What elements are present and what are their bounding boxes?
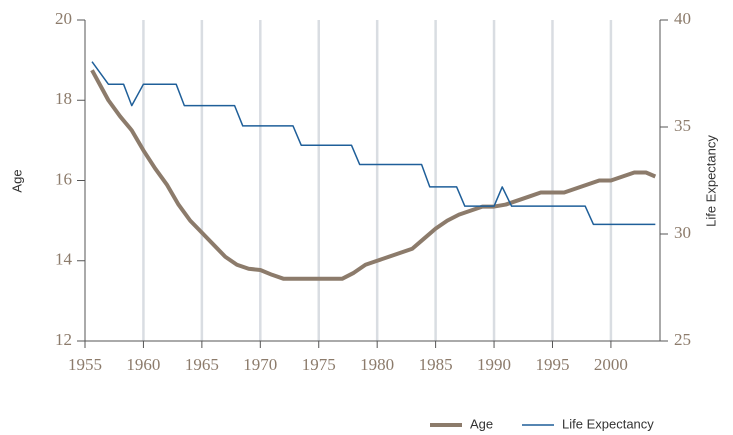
legend-label: Life Expectancy: [562, 416, 654, 431]
y2-tick-label: 35: [674, 116, 691, 135]
y-tick-label: 16: [55, 169, 72, 188]
y2-tick-label: 30: [674, 223, 691, 242]
x-tick-label: 1995: [535, 355, 569, 374]
y-axis-label: Age: [9, 169, 24, 192]
x-tick-label: 1965: [185, 355, 219, 374]
y-tick-label: 12: [55, 330, 72, 349]
x-tick-label: 1975: [302, 355, 336, 374]
y-tick-label: 20: [55, 9, 72, 28]
y2-axis-label: Life Expectancy: [703, 135, 718, 227]
x-tick-label: 2000: [594, 355, 628, 374]
x-tick-label: 1955: [68, 355, 102, 374]
y2-tick-label: 25: [674, 330, 691, 349]
x-tick-label: 1970: [243, 355, 277, 374]
y-tick-label: 18: [55, 89, 72, 108]
x-tick-label: 1960: [126, 355, 160, 374]
y2-tick-label: 40: [674, 9, 691, 28]
legend-label: Age: [470, 416, 493, 431]
x-tick-label: 1980: [360, 355, 394, 374]
x-tick-label: 1990: [477, 355, 511, 374]
series-line: [90, 69, 657, 281]
y-tick-label: 14: [55, 250, 73, 269]
x-tick-label: 1985: [419, 355, 453, 374]
series-line: [91, 61, 656, 226]
